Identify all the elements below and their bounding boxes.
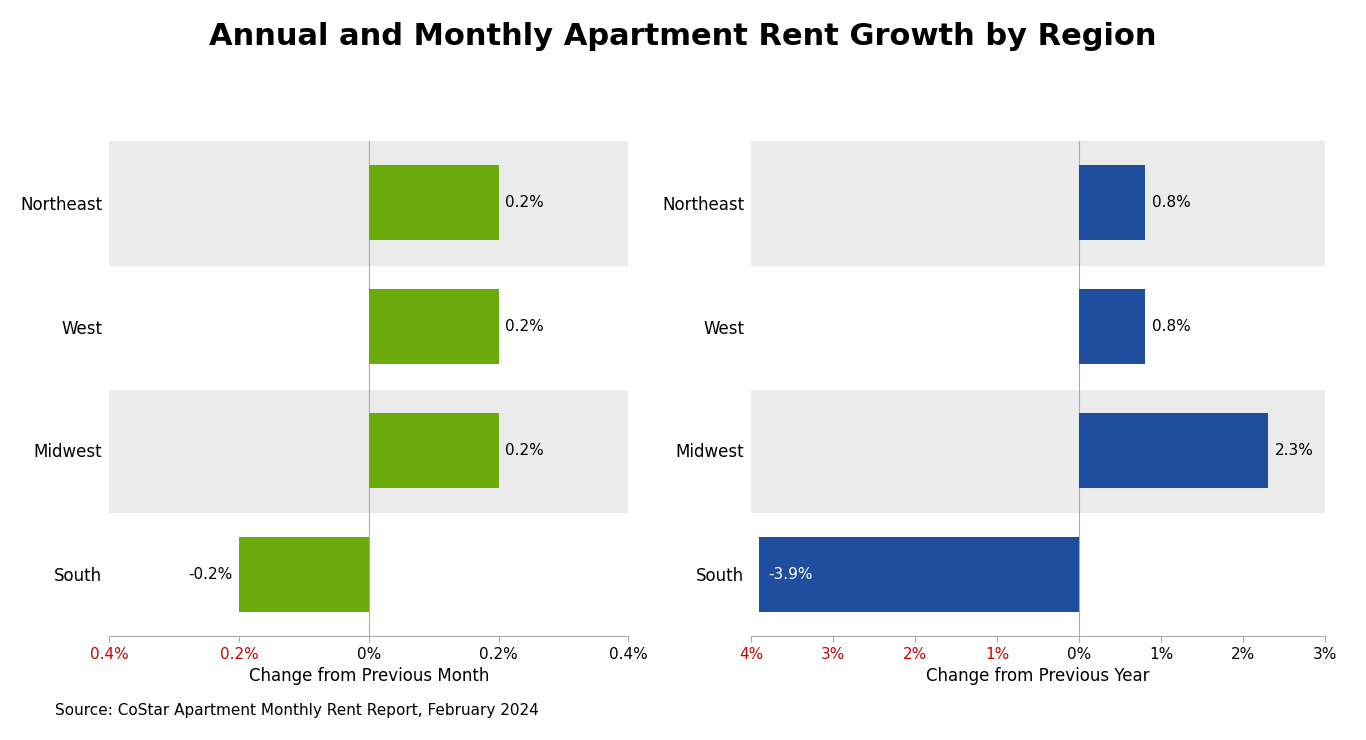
Text: 0.8%: 0.8% [1152,319,1190,334]
Text: -0.2%: -0.2% [189,567,232,582]
Text: 0.8%: 0.8% [1152,195,1190,210]
Bar [751,264,1325,388]
X-axis label: Change from Previous Month: Change from Previous Month [249,667,489,685]
Bar [1079,289,1145,363]
Bar [369,413,499,488]
Text: Annual and Monthly Apartment Rent Growth by Region: Annual and Monthly Apartment Rent Growth… [209,22,1157,51]
Text: -3.9%: -3.9% [768,567,813,582]
Text: 0.2%: 0.2% [505,443,544,458]
Bar [759,537,1079,611]
Text: 0.2%: 0.2% [505,195,544,210]
Bar [109,388,628,512]
Bar [1079,413,1268,488]
Bar [109,141,628,264]
Bar [751,141,1325,264]
Text: 2.3%: 2.3% [1274,443,1313,458]
Bar [369,165,499,240]
Text: 0.2%: 0.2% [505,319,544,334]
Text: Source: CoStar Apartment Monthly Rent Report, February 2024: Source: CoStar Apartment Monthly Rent Re… [55,703,538,718]
Bar [751,512,1325,636]
Bar [109,264,628,388]
Bar [1079,165,1145,240]
Bar [109,512,628,636]
Bar [369,289,499,363]
X-axis label: Change from Previous Year: Change from Previous Year [926,667,1150,685]
Bar [239,537,369,611]
Bar [751,388,1325,512]
